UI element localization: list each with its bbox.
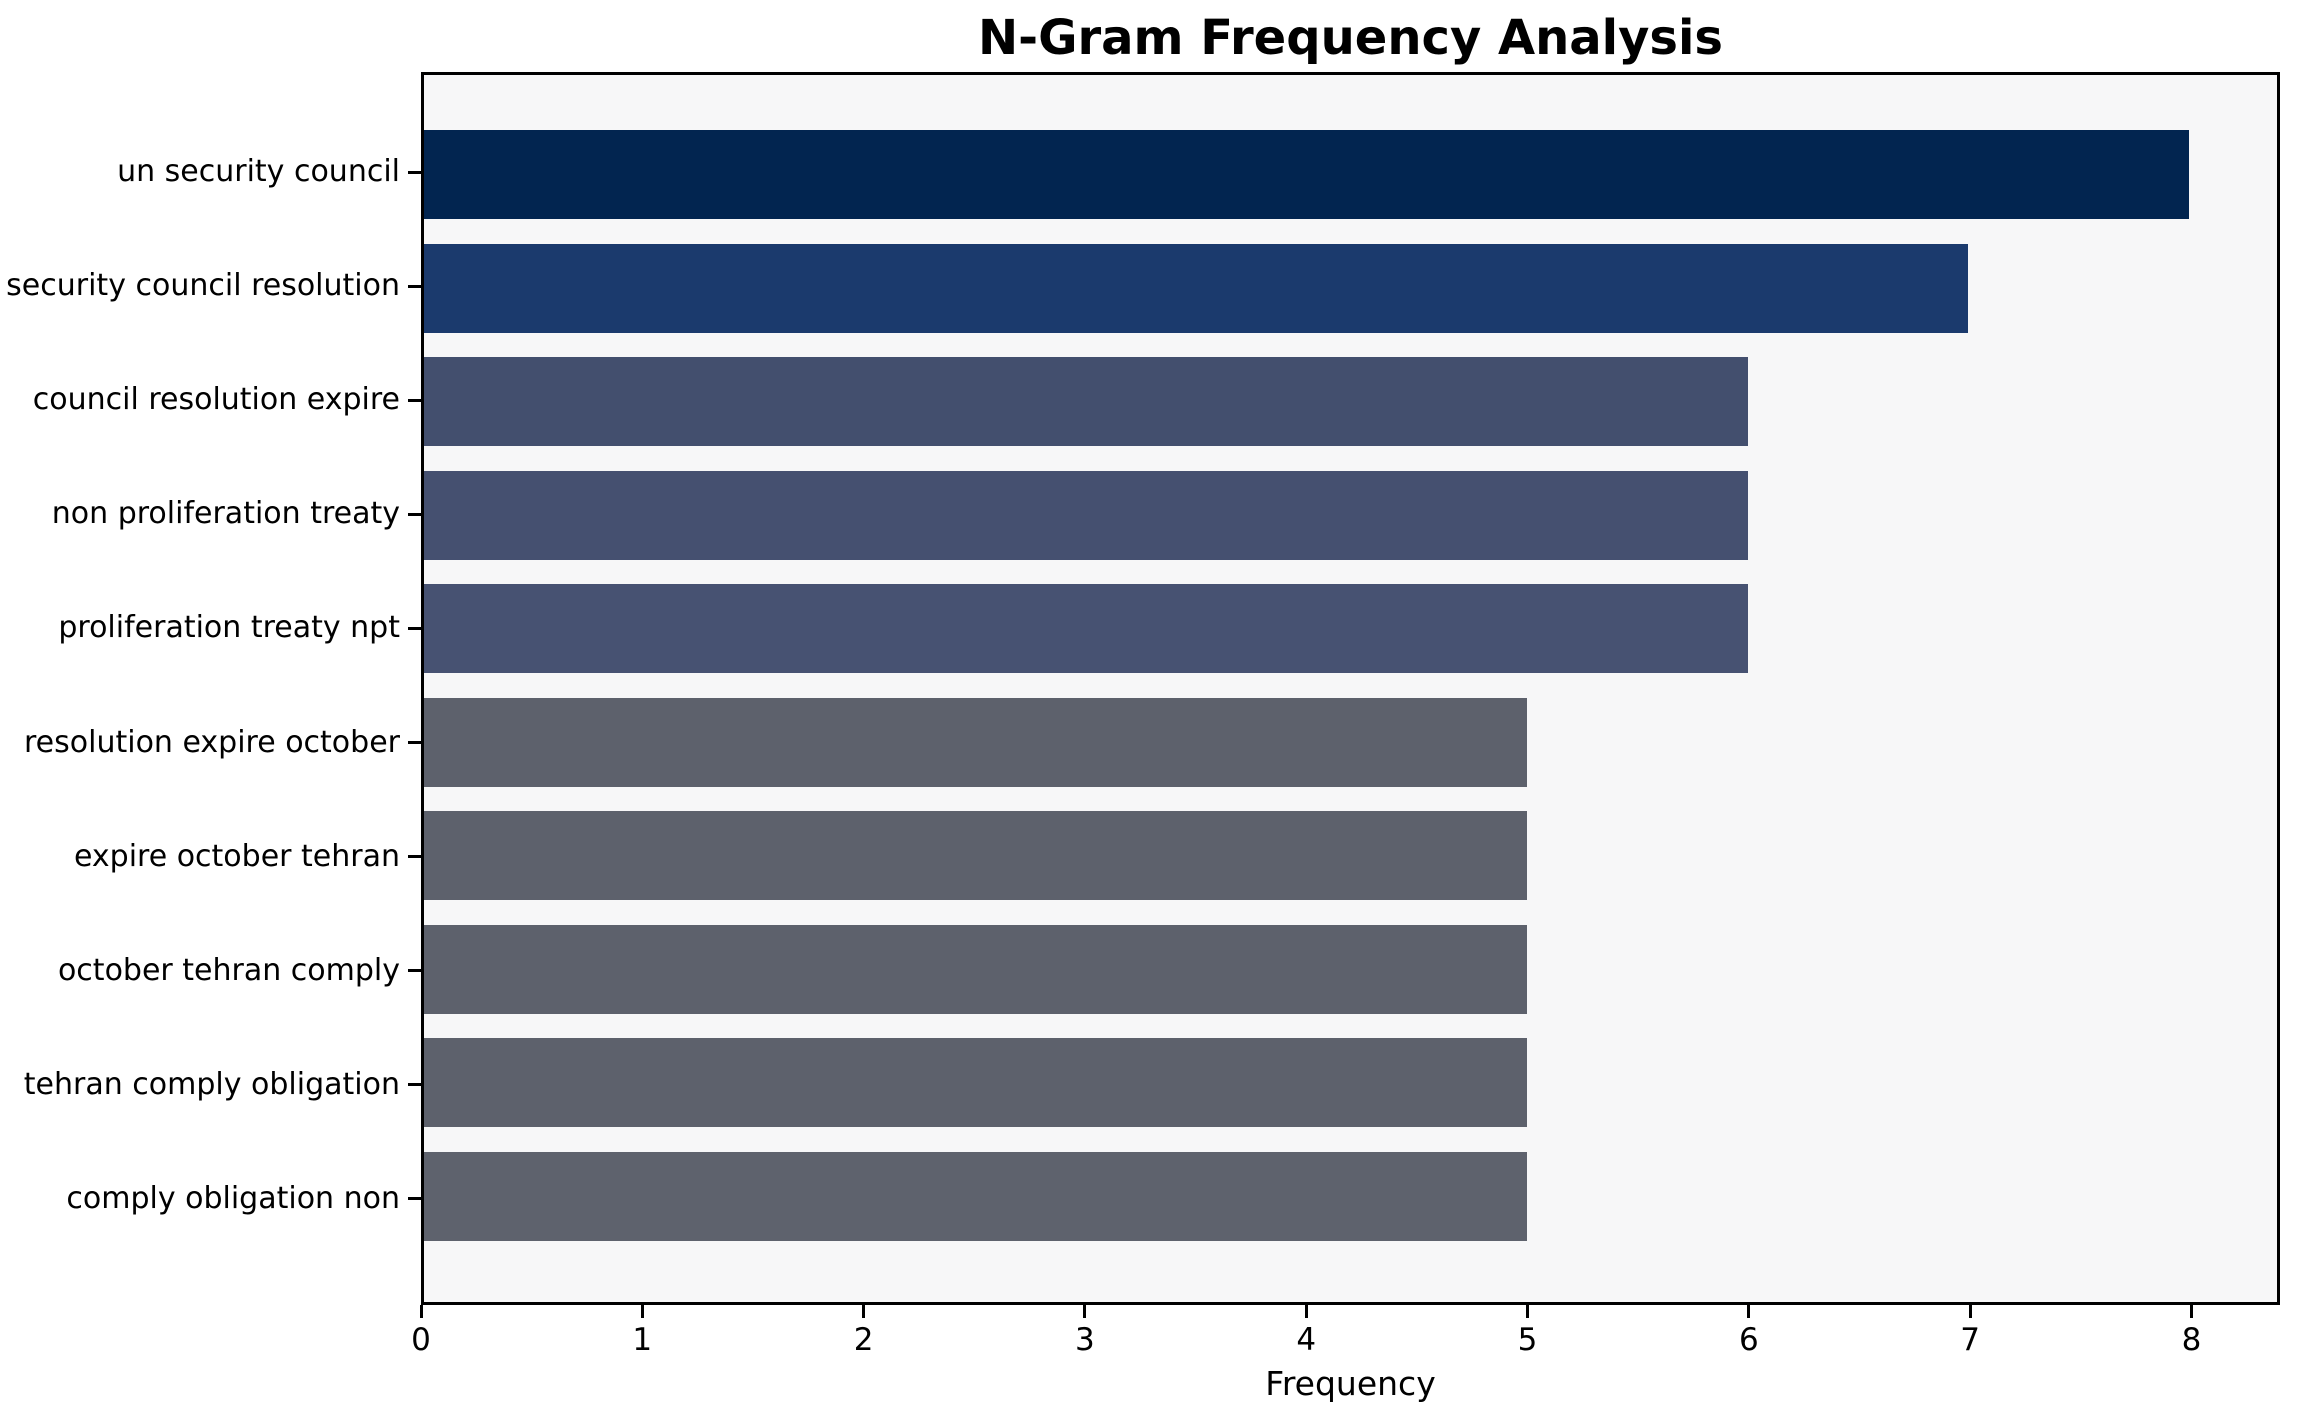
x-tick-label: 6 — [1738, 1322, 1759, 1358]
bar — [424, 470, 1748, 560]
y-tick — [408, 855, 421, 859]
y-axis-label: expire october tehran — [73, 838, 400, 874]
y-axis-label: un security council — [117, 154, 400, 190]
bar-row — [424, 232, 2277, 346]
x-tick-label: 8 — [2181, 1322, 2202, 1358]
y-axis-label: proliferation treaty npt — [58, 610, 400, 646]
bar-row — [424, 1140, 2277, 1254]
bar-row — [424, 686, 2277, 800]
x-tick — [1083, 1305, 1087, 1318]
bars-container — [424, 75, 2277, 1302]
bar-row — [424, 1026, 2277, 1140]
y-tick — [408, 626, 421, 630]
bar-row — [424, 118, 2277, 232]
bar — [424, 357, 1748, 447]
bar-row — [424, 459, 2277, 573]
bar-row — [424, 799, 2277, 913]
x-tick — [1304, 1305, 1308, 1318]
chart-title: N-Gram Frequency Analysis — [978, 10, 1723, 66]
y-tick — [408, 284, 421, 288]
x-tick — [2189, 1305, 2193, 1318]
y-tick — [408, 1197, 421, 1201]
x-tick — [419, 1305, 423, 1318]
x-tick — [1526, 1305, 1530, 1318]
plot-area — [421, 72, 2280, 1305]
y-axis-label: council resolution expire — [32, 382, 400, 418]
bar — [424, 924, 1527, 1014]
x-tick-label: 5 — [1517, 1322, 1538, 1358]
bar — [424, 1038, 1527, 1128]
y-axis-label: tehran comply obligation — [23, 1066, 400, 1102]
y-tick — [408, 398, 421, 402]
bar — [424, 584, 1748, 674]
y-axis-label: resolution expire october — [24, 724, 400, 760]
bar — [424, 1151, 1527, 1241]
x-tick-label: 3 — [1075, 1322, 1095, 1358]
y-tick — [408, 741, 421, 745]
y-tick — [408, 969, 421, 973]
y-tick — [408, 170, 421, 174]
bar-row — [424, 913, 2277, 1027]
y-axis-label: security council resolution — [6, 268, 400, 304]
y-tick — [408, 512, 421, 516]
x-tick — [862, 1305, 866, 1318]
x-tick-label: 4 — [1296, 1322, 1317, 1358]
x-tick-label: 2 — [853, 1322, 874, 1358]
bar-row — [424, 345, 2277, 459]
x-tick-label: 1 — [632, 1322, 653, 1358]
bar-row — [424, 572, 2277, 686]
bar — [424, 243, 1969, 333]
bar — [424, 697, 1527, 787]
x-tick-label: 0 — [411, 1322, 431, 1358]
y-tick — [408, 1083, 421, 1087]
y-axis-label: october tehran comply — [57, 952, 400, 988]
x-tick — [1968, 1305, 1972, 1318]
bar — [424, 130, 2189, 220]
x-axis-title: Frequency — [1265, 1364, 1436, 1403]
y-axis-label: comply obligation non — [66, 1180, 400, 1216]
x-tick — [1747, 1305, 1751, 1318]
y-axis-label: non proliferation treaty — [51, 496, 400, 532]
bar — [424, 811, 1527, 901]
x-tick-label: 7 — [1960, 1322, 1981, 1358]
x-tick — [640, 1305, 644, 1318]
